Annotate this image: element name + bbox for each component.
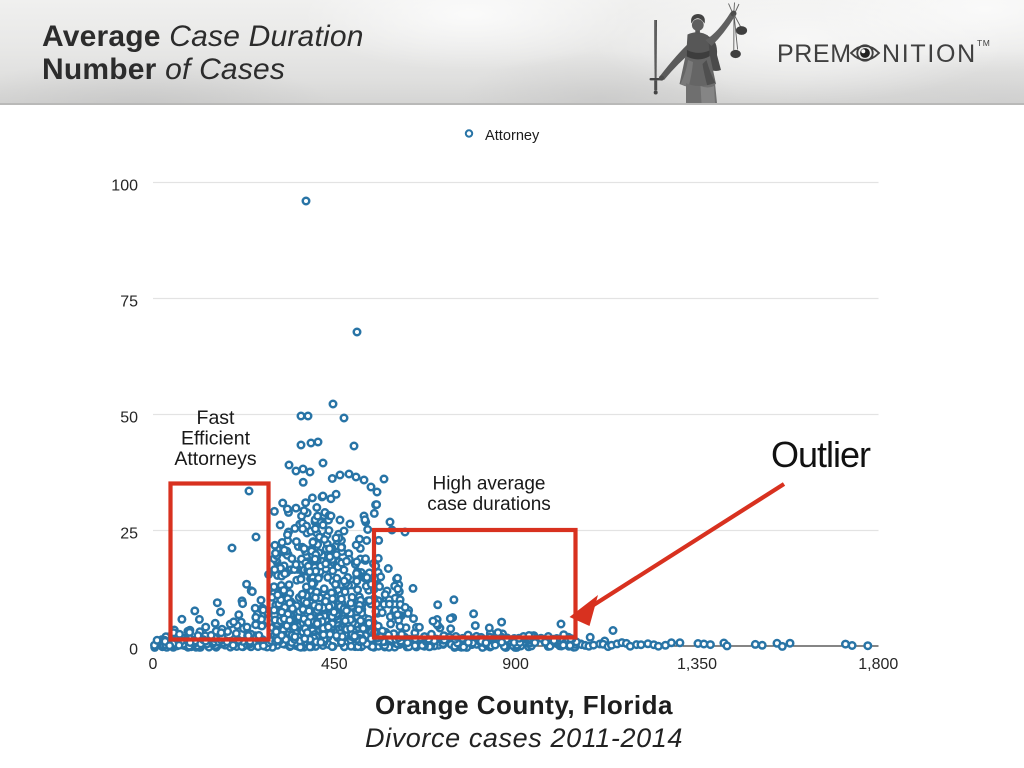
svg-text:High average: High average [432, 474, 545, 495]
svg-text:Attorneys: Attorneys [174, 448, 257, 470]
svg-text:NITION: NITION [882, 40, 977, 68]
svg-text:0: 0 [129, 641, 138, 658]
svg-text:1,350: 1,350 [677, 656, 717, 673]
svg-text:75: 75 [120, 293, 138, 310]
svg-text:Outlier: Outlier [771, 434, 871, 475]
svg-text:100: 100 [111, 177, 138, 194]
svg-text:TM: TM [977, 38, 990, 48]
svg-text:case durations: case durations [427, 494, 551, 515]
svg-text:50: 50 [120, 409, 138, 426]
svg-text:Fast: Fast [197, 407, 236, 429]
svg-text:0: 0 [149, 656, 158, 673]
svg-text:Orange County, Florida: Orange County, Florida [375, 690, 673, 720]
svg-text:450: 450 [321, 656, 348, 673]
svg-text:Divorce cases 2011-2014: Divorce cases 2011-2014 [365, 723, 683, 753]
svg-text:Attorney: Attorney [485, 128, 540, 144]
svg-text:25: 25 [120, 525, 138, 542]
svg-text:900: 900 [502, 656, 529, 673]
svg-text:Efficient: Efficient [181, 428, 251, 450]
svg-text:1,800: 1,800 [858, 656, 898, 673]
svg-text:PREM: PREM [777, 40, 852, 68]
